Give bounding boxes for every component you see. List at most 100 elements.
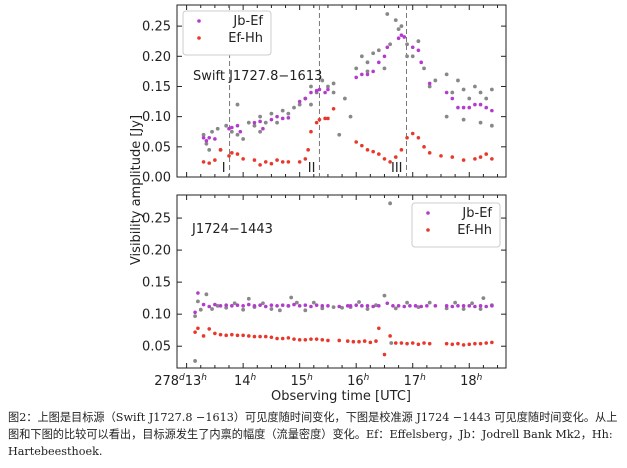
data-point-jb-ef: [467, 304, 472, 308]
data-point-ef-hh: [337, 338, 342, 343]
data-point-other-baselines: [235, 132, 240, 137]
data-point-ef-hh: [269, 335, 274, 340]
data-point-ef-hh: [484, 152, 489, 156]
data-point-ef-hh: [467, 342, 472, 347]
data-point-ef-hh: [303, 157, 308, 161]
data-point-other-baselines: [210, 307, 214, 311]
data-point-other-baselines: [484, 96, 489, 101]
data-point-other-baselines: [286, 111, 291, 116]
x-tick-label: 14h: [234, 373, 257, 389]
data-point-other-baselines: [275, 120, 279, 125]
data-point-jb-ef: [230, 125, 234, 130]
data-point-jb-ef: [371, 304, 375, 309]
data-point-ef-hh: [286, 160, 291, 164]
y-tick-label: 0.05: [142, 340, 171, 355]
data-point-jb-ef: [473, 304, 477, 309]
data-point-jb-ef: [467, 105, 472, 110]
data-point-ef-hh: [388, 160, 392, 164]
data-point-other-baselines: [396, 27, 401, 32]
data-point-other-baselines: [433, 78, 438, 83]
data-point-ef-hh: [303, 338, 308, 342]
plot-frame: [176, 4, 507, 178]
data-point-other-baselines: [376, 48, 381, 53]
data-point-ef-hh: [377, 326, 381, 331]
data-point-ef-hh: [422, 145, 426, 149]
data-point-jb-ef: [280, 116, 285, 121]
data-point-jb-ef: [371, 69, 375, 74]
data-point-jb-ef: [235, 123, 240, 128]
data-point-other-baselines: [470, 301, 474, 306]
data-point-other-baselines: [388, 201, 393, 206]
data-point-other-baselines: [388, 42, 393, 47]
data-point-jb-ef: [317, 87, 322, 92]
data-point-jb-ef: [399, 33, 404, 37]
data-point-ef-hh: [456, 341, 460, 346]
data-point-ef-hh: [252, 158, 257, 162]
data-point-jb-ef: [385, 45, 390, 50]
source-label: Swift J1727.8−1613: [193, 69, 322, 84]
data-point-jb-ef: [297, 99, 302, 104]
data-point-jb-ef: [261, 126, 265, 131]
data-point-ef-hh: [280, 160, 285, 164]
data-point-ef-hh: [473, 157, 477, 161]
data-point-ef-hh: [263, 334, 268, 339]
data-point-other-baselines: [405, 300, 409, 305]
data-point-other-baselines: [204, 292, 209, 297]
data-point-jb-ef: [360, 72, 364, 77]
y-tick-label: 0.10: [142, 308, 171, 323]
data-point-jb-ef: [258, 119, 262, 124]
data-point-other-baselines: [461, 117, 466, 122]
data-point-jb-ef: [354, 303, 358, 308]
data-point-other-baselines: [289, 295, 294, 300]
data-point-jb-ef: [263, 304, 268, 309]
bottom-panel: 0.05 0.10 0.15 0.20 0.25 278d13h 14h 15h 16h 17h 1…: [142, 194, 507, 389]
data-point-ef-hh: [230, 151, 234, 155]
data-point-other-baselines: [478, 120, 483, 125]
data-point-jb-ef: [269, 303, 274, 308]
data-point-other-baselines: [359, 54, 364, 59]
data-point-ef-hh: [207, 161, 212, 165]
data-point-other-baselines: [294, 300, 299, 305]
data-point-other-baselines: [241, 137, 246, 141]
data-point-jb-ef: [396, 36, 401, 40]
data-point-other-baselines: [365, 69, 370, 74]
x-tick-label: 18h: [460, 373, 483, 389]
data-point-other-baselines: [309, 102, 313, 107]
event-marker-label: I: [222, 161, 226, 176]
data-point-ef-hh: [306, 148, 310, 152]
data-point-other-baselines: [453, 300, 458, 305]
data-point-ef-hh: [382, 352, 387, 357]
data-point-other-baselines: [444, 72, 449, 77]
data-point-other-baselines: [427, 300, 432, 305]
data-point-jb-ef: [490, 304, 494, 308]
data-point-jb-ef: [450, 304, 455, 309]
data-point-ef-hh: [461, 158, 466, 162]
data-point-jb-ef: [213, 137, 217, 141]
data-point-ef-hh: [230, 332, 234, 337]
data-point-jb-ef: [456, 105, 460, 110]
data-point-other-baselines: [374, 303, 378, 308]
data-point-other-baselines: [461, 307, 466, 311]
data-point-other-baselines: [309, 84, 313, 89]
data-point-ef-hh: [377, 152, 381, 156]
data-point-ef-hh: [218, 332, 223, 337]
data-point-other-baselines: [422, 66, 426, 71]
data-point-other-baselines: [269, 307, 274, 311]
data-point-ef-hh: [314, 120, 319, 125]
data-point-ef-hh: [292, 337, 296, 341]
data-point-ef-hh: [201, 334, 206, 338]
data-point-ef-hh: [444, 341, 449, 346]
data-point-jb-ef: [269, 117, 274, 122]
data-point-jb-ef: [314, 303, 319, 308]
data-point-jb-ef: [286, 304, 291, 308]
data-point-other-baselines: [456, 78, 460, 83]
data-point-ef-hh: [490, 340, 494, 345]
data-point-other-baselines: [348, 114, 353, 119]
data-point-other-baselines: [382, 293, 387, 298]
data-point-jb-ef: [303, 96, 308, 101]
x-tick-label: 16h: [347, 373, 370, 389]
y-tick-label: 0.25: [142, 212, 171, 227]
data-point-jb-ef: [320, 304, 325, 308]
data-point-other-baselines: [357, 300, 361, 304]
